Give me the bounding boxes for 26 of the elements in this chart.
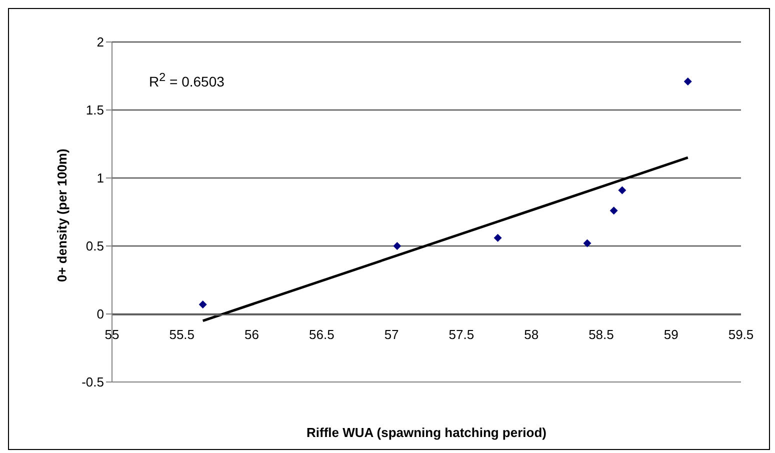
y-tick-label: 2: [96, 34, 104, 50]
x-tick-label: 55.5: [169, 327, 195, 342]
point: [494, 234, 502, 242]
y-tick-label: -0.5: [82, 374, 104, 390]
point: [393, 242, 402, 250]
point: [618, 186, 626, 194]
x-tick-label: 56: [244, 327, 260, 342]
y-tick-label: 0.5: [86, 238, 104, 254]
x-tick-label: 59: [664, 327, 678, 342]
annotation: R$^{2}$ = 0.6503: [149, 71, 224, 90]
x-tick-label: 58.5: [588, 327, 614, 342]
x-tick-label: 59.5: [728, 327, 754, 342]
x-tick-label: 57: [384, 327, 399, 342]
x-tick-label: 55: [104, 327, 120, 342]
point: [610, 206, 618, 215]
y-axis-title: 0+ density (per 100m): [54, 148, 70, 282]
x-tick-label: 58: [524, 327, 539, 342]
point: [684, 77, 692, 86]
x-tick-label: 56.5: [309, 327, 334, 342]
y-tick-label: 0: [96, 306, 104, 322]
y-tick-label: 1: [96, 170, 104, 186]
point: [583, 239, 592, 248]
point: [198, 300, 207, 308]
x-tick-label: 57.5: [448, 327, 474, 342]
y-tick-label: 1.5: [86, 102, 104, 118]
x-axis-title: Riffle WUA (spawning hatching period): [306, 425, 547, 440]
